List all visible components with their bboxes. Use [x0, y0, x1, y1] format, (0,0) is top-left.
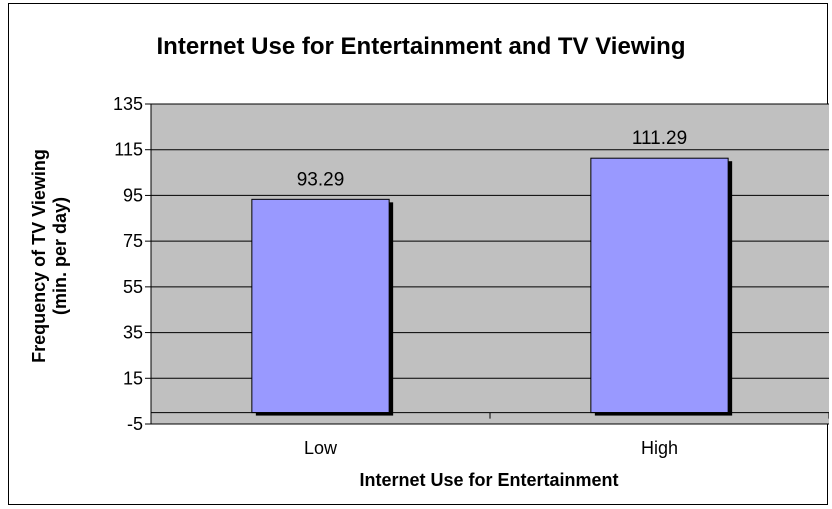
y-tick-label: -5: [127, 414, 143, 434]
x-axis-title: Internet Use for Entertainment: [359, 470, 618, 490]
data-labels: 93.29 111.29: [297, 128, 687, 190]
y-tick-label: 95: [123, 185, 143, 205]
y-axis-title-line2: (min. per day): [50, 197, 70, 315]
y-axis-title-line1: Frequency of TV Viewing: [29, 149, 49, 363]
y-tick-label: 55: [123, 277, 143, 297]
y-tick-label: 35: [123, 323, 143, 343]
chart-frame: Internet Use for Entertainment and TV Vi…: [8, 3, 829, 505]
y-tick-label: 135: [113, 94, 143, 114]
data-label: 111.29: [632, 128, 687, 149]
chart-title: Internet Use for Entertainment and TV Vi…: [157, 33, 686, 60]
y-tick-label: 115: [114, 140, 143, 160]
x-tick-label: High: [641, 438, 678, 458]
y-tick-label: 75: [123, 231, 143, 251]
x-tick-label: Low: [304, 438, 338, 458]
axes: [145, 103, 829, 425]
chart: Internet Use for Entertainment and TV Vi…: [29, 33, 829, 490]
x-tick-labels: Low High: [304, 438, 678, 458]
y-tick-label: 15: [123, 368, 143, 388]
data-label: 93.29: [297, 169, 345, 190]
bar-low: [251, 198, 390, 414]
y-tick-labels: -5 15 35 55 75 95 115 135: [113, 94, 143, 434]
y-axis-title: Frequency of TV Viewing (min. per day): [29, 149, 70, 363]
bar-high: [590, 157, 729, 414]
bars: [251, 157, 733, 416]
